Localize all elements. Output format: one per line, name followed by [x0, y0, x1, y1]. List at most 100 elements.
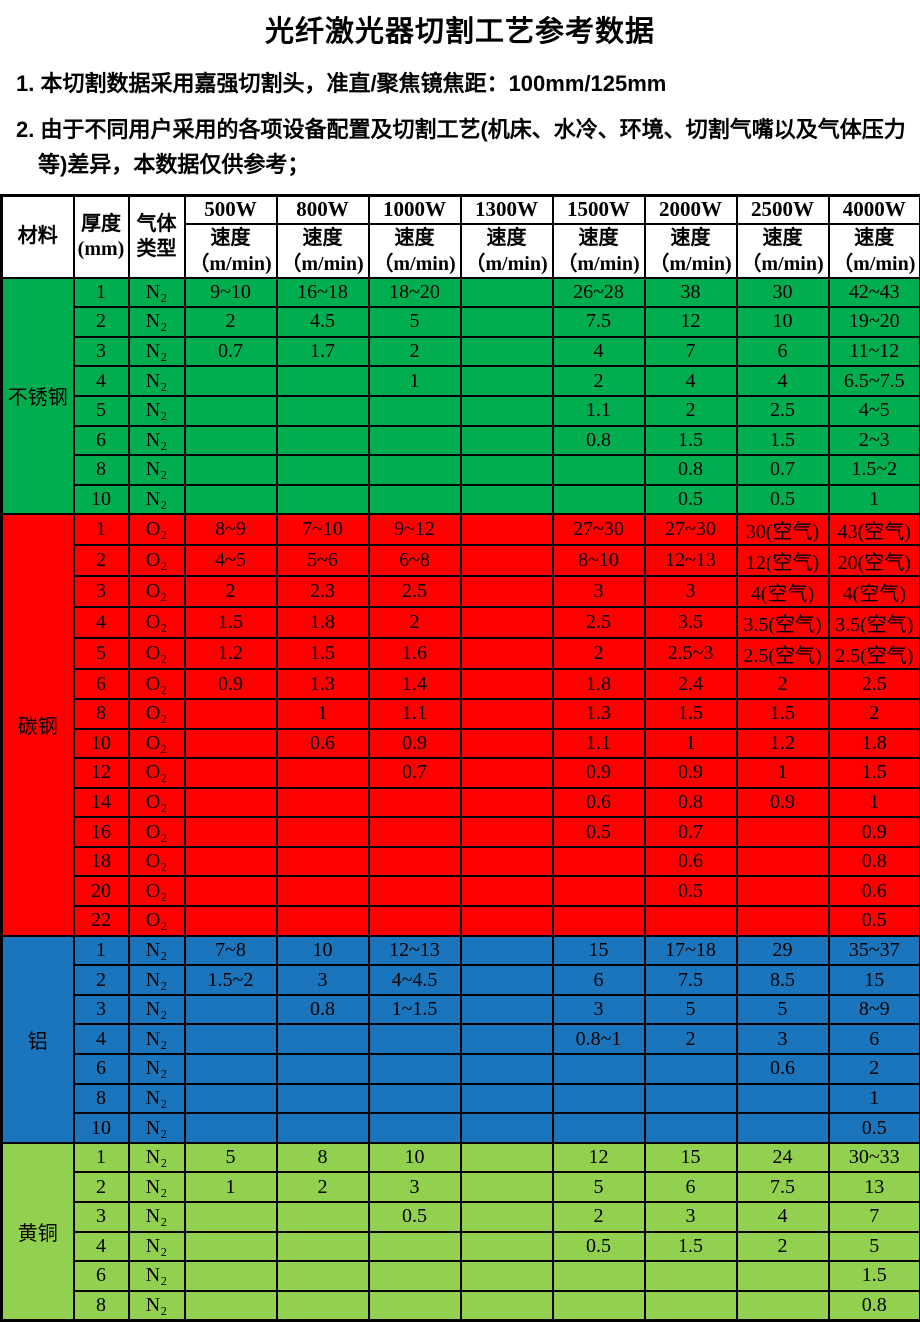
gas-type-cell: N₂ — [129, 995, 185, 1025]
speed-cell: 2 — [185, 307, 277, 337]
speed-cell: 0.6 — [553, 788, 645, 818]
speed-cell: 5 — [369, 307, 461, 337]
speed-cell: 1.5 — [645, 426, 737, 456]
speed-cell — [553, 455, 645, 485]
gas-type-cell: O₂ — [129, 576, 185, 607]
speed-cell: 2.5 — [553, 607, 645, 638]
speed-cell: 30 — [737, 278, 829, 308]
speed-cell: 2.5 — [829, 669, 920, 699]
speed-cell — [277, 455, 369, 485]
speed-cell: 1 — [737, 758, 829, 788]
speed-cell: 1.8 — [553, 669, 645, 699]
gas-type-cell: O₂ — [129, 876, 185, 906]
speed-cell: 4~4.5 — [369, 965, 461, 995]
speed-cell: 3 — [553, 576, 645, 607]
speed-cell — [369, 426, 461, 456]
speed-cell: 1.1 — [369, 699, 461, 729]
speed-cell — [277, 426, 369, 456]
speed-cell — [553, 1084, 645, 1114]
speed-cell — [553, 1291, 645, 1321]
speed-cell: 2 — [369, 607, 461, 638]
speed-cell: 4~5 — [185, 545, 277, 576]
speed-cell — [185, 366, 277, 396]
speed-cell: 0.5 — [645, 876, 737, 906]
speed-cell: 1.5 — [645, 699, 737, 729]
gas-type-cell: N₂ — [129, 1143, 185, 1173]
speed-cell — [369, 1024, 461, 1054]
speed-cell: 2.5(空气) — [737, 638, 829, 669]
speed-cell: 0.9 — [737, 788, 829, 818]
speed-cell: 13 — [829, 1172, 920, 1202]
speed-cell: 6.5~7.5 — [829, 366, 920, 396]
thickness-cell: 8 — [74, 1084, 129, 1114]
speed-cell: 10 — [277, 936, 369, 966]
speed-cell: 9~10 — [185, 278, 277, 308]
material-cell: 铝 — [2, 936, 74, 1143]
gas-type-cell: O₂ — [129, 514, 185, 545]
speed-cell: 8~9 — [829, 995, 920, 1025]
gas-type-cell: N₂ — [129, 366, 185, 396]
thickness-cell: 1 — [74, 278, 129, 308]
speed-cell — [553, 485, 645, 515]
speed-cell — [185, 1232, 277, 1262]
speed-cell: 12(空气) — [737, 545, 829, 576]
speed-cell — [645, 1084, 737, 1114]
material-cell: 黄铜 — [2, 1143, 74, 1321]
speed-cell — [461, 965, 553, 995]
speed-cell: 35~37 — [829, 936, 920, 966]
speed-cell: 7.5 — [553, 307, 645, 337]
speed-cell: 16~18 — [277, 278, 369, 308]
speed-unit-header: 速度 （m/min) — [645, 224, 737, 278]
speed-cell: 3 — [645, 576, 737, 607]
speed-cell: 1~1.5 — [369, 995, 461, 1025]
page-title: 光纤激光器切割工艺参考数据 — [0, 0, 920, 50]
thickness-cell: 5 — [74, 396, 129, 426]
speed-cell — [645, 1054, 737, 1084]
thickness-cell: 4 — [74, 1024, 129, 1054]
speed-cell: 7 — [829, 1202, 920, 1232]
speed-cell: 1 — [277, 699, 369, 729]
speed-cell — [277, 485, 369, 515]
speed-cell — [369, 876, 461, 906]
gas-type-cell: N₂ — [129, 1202, 185, 1232]
speed-cell — [369, 847, 461, 877]
speed-cell — [461, 1024, 553, 1054]
speed-cell — [185, 817, 277, 847]
gas-type-cell: O₂ — [129, 817, 185, 847]
speed-cell — [185, 729, 277, 759]
speed-cell: 4 — [737, 1202, 829, 1232]
speed-cell — [461, 638, 553, 669]
speed-cell — [461, 514, 553, 545]
gas-type-header: 气体 类型 — [129, 195, 185, 278]
speed-cell: 0.6 — [737, 1054, 829, 1084]
thickness-cell: 8 — [74, 455, 129, 485]
speed-cell: 3.5 — [645, 607, 737, 638]
thickness-cell: 16 — [74, 817, 129, 847]
speed-cell: 10 — [737, 307, 829, 337]
speed-cell: 1.5 — [829, 1261, 920, 1291]
gas-type-cell: N₂ — [129, 337, 185, 367]
speed-cell: 4~5 — [829, 396, 920, 426]
speed-cell — [461, 1261, 553, 1291]
speed-cell: 0.5 — [553, 1232, 645, 1262]
gas-type-cell: N₂ — [129, 278, 185, 308]
speed-cell: 6 — [829, 1024, 920, 1054]
speed-cell: 3 — [645, 1202, 737, 1232]
gas-type-cell: O₂ — [129, 788, 185, 818]
thickness-cell: 10 — [74, 729, 129, 759]
speed-cell — [185, 876, 277, 906]
speed-cell: 2.5 — [369, 576, 461, 607]
speed-cell — [645, 906, 737, 936]
power-column-header: 4000W — [829, 195, 920, 224]
speed-cell: 1 — [829, 1084, 920, 1114]
speed-cell: 0.8 — [829, 847, 920, 877]
speed-cell — [185, 1261, 277, 1291]
gas-type-cell: N₂ — [129, 455, 185, 485]
